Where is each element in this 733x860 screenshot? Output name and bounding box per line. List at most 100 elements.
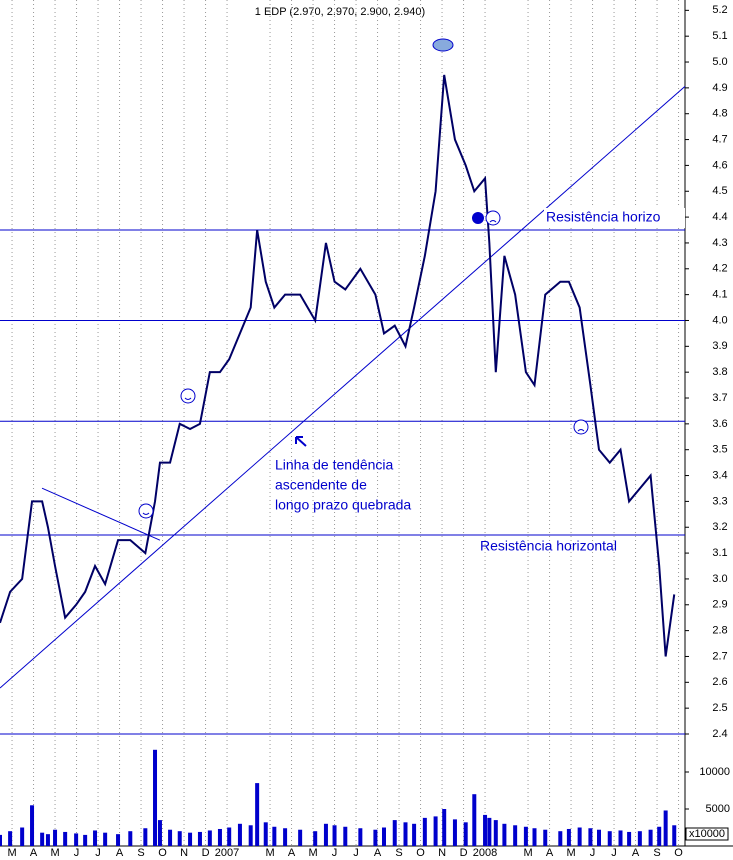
volume-bar xyxy=(207,830,212,846)
icon xyxy=(489,220,497,223)
volume-bar xyxy=(577,827,582,846)
volume-bar xyxy=(227,827,232,846)
y-tick-label: 5.2 xyxy=(712,4,727,16)
volume-bar xyxy=(116,834,121,846)
y-tick-label: 2.6 xyxy=(712,676,727,688)
x-tick-label: J xyxy=(332,847,338,859)
volume-bar xyxy=(313,831,318,846)
volume-bar xyxy=(197,831,202,846)
y-tick-label: 5.1 xyxy=(712,30,727,42)
volume-bar xyxy=(502,823,507,846)
y-tick-label: 3.3 xyxy=(712,495,727,507)
y-tick-label: 4.7 xyxy=(712,133,727,145)
y-tick-label: 4.8 xyxy=(712,108,727,120)
volume-bar xyxy=(523,826,528,846)
annotation: Linha de tendência xyxy=(275,457,394,473)
x-tick-label: 2008 xyxy=(473,847,497,859)
volume-bar xyxy=(103,832,108,846)
x-tick-label: A xyxy=(288,847,296,859)
y-tick-label: 2.9 xyxy=(712,599,727,611)
volume-bar xyxy=(188,832,193,846)
y-tick-label: 2.4 xyxy=(712,728,727,740)
annotation: Resistência horizo xyxy=(546,209,661,225)
x-tick-label: S xyxy=(653,847,660,859)
icon xyxy=(184,397,192,400)
volume-bar xyxy=(20,827,25,846)
volume-bar xyxy=(657,826,662,846)
x-tick-label: 2007 xyxy=(215,847,239,859)
y-tick-label: 4.4 xyxy=(712,211,727,223)
x-tick-label: O xyxy=(416,847,425,859)
volume-bar xyxy=(358,828,363,846)
volume-bar xyxy=(373,829,378,846)
volume-bar xyxy=(607,831,612,846)
y-tick-label: 4.6 xyxy=(712,159,727,171)
volume-bar xyxy=(53,829,58,846)
y-tick-label: 3.6 xyxy=(712,418,727,430)
x-tick-label: A xyxy=(116,847,124,859)
volume-bar xyxy=(157,820,162,846)
volume-bar xyxy=(63,831,68,846)
x-tick-label: J xyxy=(95,847,101,859)
volume-bar xyxy=(648,829,653,846)
volume-bar xyxy=(74,833,79,846)
annotation: ascendente de xyxy=(275,477,367,493)
volume-bar xyxy=(618,830,623,846)
icon xyxy=(573,419,589,435)
volume-bar xyxy=(177,831,182,846)
volume-bar xyxy=(0,834,2,846)
x-tick-label: S xyxy=(137,847,144,859)
volume-bar xyxy=(442,809,447,846)
y-tick-label: 3.9 xyxy=(712,340,727,352)
volume-bar xyxy=(83,834,88,846)
y-tick-label: 3.7 xyxy=(712,392,727,404)
icon xyxy=(432,38,454,52)
icon xyxy=(180,388,196,404)
volume-bar xyxy=(30,805,35,846)
trend-line xyxy=(0,85,686,689)
volume-bar xyxy=(452,819,457,846)
y-tick-label: 4.1 xyxy=(712,289,727,301)
x-tick-label: J xyxy=(74,847,80,859)
volume-bar xyxy=(543,829,548,846)
x-tick-label: M xyxy=(50,847,59,859)
volume-bar xyxy=(672,825,677,846)
volume-bar xyxy=(93,830,98,846)
y-tick-label: 3.4 xyxy=(712,469,727,481)
volume-bar xyxy=(248,825,253,846)
volume-bar xyxy=(472,794,477,846)
y-tick-label: 3.1 xyxy=(712,547,727,559)
x-tick-label: M xyxy=(308,847,317,859)
volume-bar xyxy=(143,828,148,846)
icon xyxy=(138,503,154,519)
volume-bar xyxy=(422,817,427,846)
x-tick-label: N xyxy=(438,847,446,859)
volume-bar xyxy=(532,828,537,846)
volume-bar xyxy=(412,823,417,846)
volume-bar xyxy=(237,823,242,846)
icon xyxy=(142,512,150,515)
volume-bar xyxy=(463,822,468,846)
volume-bar xyxy=(637,831,642,846)
volume-bar xyxy=(323,823,328,846)
y-tick-label: 4.5 xyxy=(712,185,727,197)
volume-bar xyxy=(566,828,571,846)
y-tick-label: 5.0 xyxy=(712,56,727,68)
y-tick-label: 2.8 xyxy=(712,625,727,637)
x-tick-label: A xyxy=(546,847,554,859)
icon xyxy=(472,212,484,224)
volume-bar xyxy=(332,825,337,846)
icon xyxy=(485,210,501,226)
volume-bar xyxy=(596,829,601,846)
arrow xyxy=(295,436,307,447)
volume-bar xyxy=(663,810,668,846)
x-tick-label: M xyxy=(523,847,532,859)
volume-bar xyxy=(513,825,518,846)
volume-bar xyxy=(381,827,386,846)
volume-bar xyxy=(8,831,13,846)
volume-bar xyxy=(128,831,133,846)
x-tick-label: O xyxy=(674,847,683,859)
volume-tick-label: 5000 xyxy=(706,803,730,815)
